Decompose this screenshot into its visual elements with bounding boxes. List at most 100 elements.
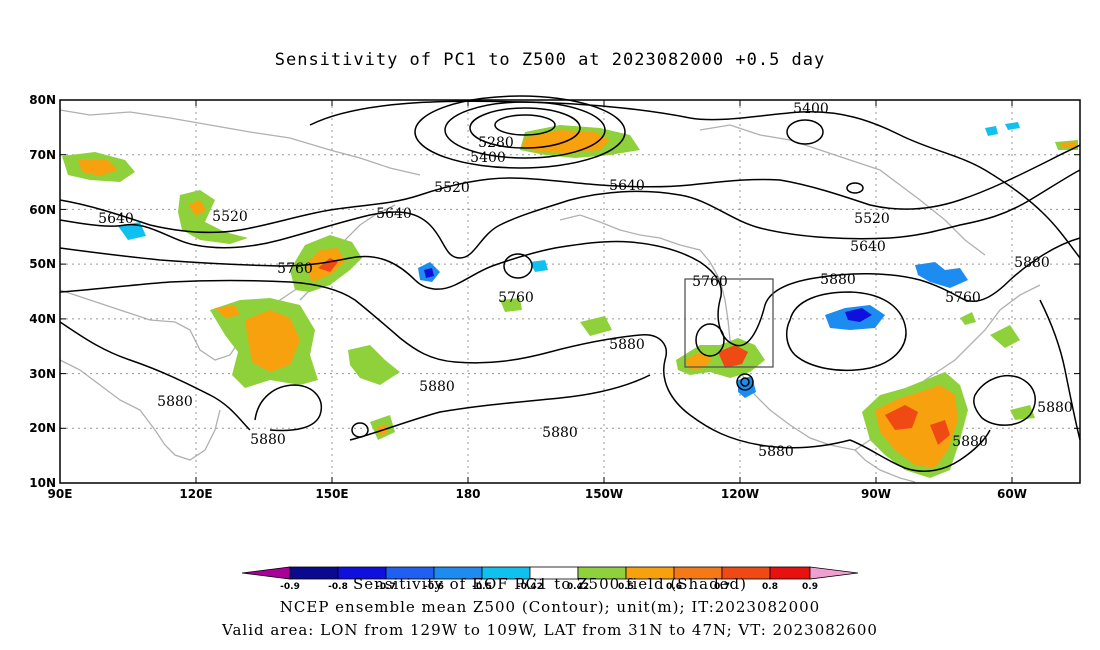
contour-5520 [59, 144, 1081, 234]
contour-label: 5880 [250, 432, 286, 448]
footer-shaded-description: Sensitivity of EOF PC1 to Z500 field (Sh… [352, 575, 748, 593]
lon-label: 120E [179, 487, 212, 501]
contour-label: 5880 [952, 434, 988, 450]
shade-negative-central-pacific [530, 260, 548, 272]
coast-siberia [59, 109, 421, 176]
shade-positive-northeast-core [1060, 142, 1075, 148]
contour-label: 5760 [692, 274, 728, 290]
map-frame [59, 99, 1081, 484]
shade-negative-kuril-core [424, 268, 434, 278]
contour-labels: 5280 5400 5400 5520 5520 5520 5640 5640 … [98, 101, 1073, 460]
contour-label: 5760 [498, 290, 534, 306]
shade-positive-okhotsk-core [188, 200, 206, 216]
shade-positive-china-core [245, 310, 300, 372]
contour-5400-main [309, 100, 1081, 259]
contour-5640 [59, 169, 1081, 259]
shade-positive-pacific-central [580, 316, 612, 336]
colorbar-tick: -0.8 [328, 582, 348, 592]
shade-negative-newfoundland [915, 262, 968, 288]
colorbar-tick: 0.7 [714, 582, 730, 592]
lon-label: 120W [721, 487, 759, 501]
colorbar-tick: 0.42 [567, 582, 589, 592]
contour-label: 5880 [1014, 255, 1050, 271]
contour-label: 5760 [945, 290, 981, 306]
colorbar-tick: -0.9 [280, 582, 300, 592]
latitude-labels: 80N 70N 60N 50N 40N 30N 20N 10N [29, 93, 56, 490]
contour-label: 5760 [277, 261, 313, 277]
chart-title: Sensitivity of PC1 to Z500 at 2023082000… [274, 50, 826, 70]
z500-contours [59, 95, 1081, 472]
shade-positive-pacific-west [348, 345, 400, 385]
contour-small-low-california [695, 323, 725, 357]
shade-negative-arctic-ne [985, 126, 998, 136]
contour-low-center-2 [469, 107, 581, 149]
colorbar-tick: -0.42 [517, 582, 543, 592]
contour-5880-china-south [254, 384, 322, 432]
shade-positive-caribbean-core [875, 385, 958, 468]
lon-label: 90E [48, 487, 73, 501]
contour-5880-south [59, 321, 251, 431]
colorbar-tick: 0.9 [802, 582, 818, 592]
contour-small-low-pacific-south [351, 422, 369, 438]
contour-label: 5880 [1037, 400, 1073, 416]
coast-central-america [854, 449, 916, 483]
grid-lines [60, 100, 1080, 483]
lon-label: 180 [455, 487, 480, 501]
contour-label: 5640 [98, 211, 134, 227]
contour-label: 5520 [212, 209, 248, 225]
colorbar-right-triangle [809, 566, 859, 580]
contour-small-low-mexico [736, 373, 754, 391]
contour-label: 5520 [854, 211, 890, 227]
contour-5880-pacific [349, 374, 651, 441]
contour-label: 5880 [820, 272, 856, 288]
shade-positive-pacific-central-2 [500, 298, 522, 312]
lat-label: 50N [29, 257, 56, 271]
lon-label: 150W [585, 487, 623, 501]
contour-label: 5880 [157, 394, 193, 410]
lat-label: 10N [29, 476, 56, 490]
contour-label: 5520 [434, 180, 470, 196]
contour-low-center-4 [414, 95, 626, 169]
contour-label: 5400 [470, 150, 506, 166]
contour-5880-atlantic-high [785, 291, 907, 372]
contour-label: 5880 [609, 337, 645, 353]
contour-5880-west [59, 279, 851, 449]
longitude-labels: 90E 120E 150E 180 150W 120W 90W 60W [48, 487, 1027, 501]
lon-label: 150E [315, 487, 348, 501]
shade-positive-china-west [215, 305, 240, 318]
colorbar-tick: -0.7 [376, 582, 396, 592]
valid-area-box [684, 278, 774, 368]
coast-alaska [559, 214, 711, 263]
contour-5760 [59, 237, 1081, 347]
shade-positive-california-core [685, 352, 712, 370]
shade-positive-caribbean-hot-2 [930, 420, 950, 445]
axis-ticks [60, 99, 1080, 484]
colorbar-tick: 0.6 [666, 582, 682, 592]
lat-label: 60N [29, 203, 56, 217]
contour-small-low-pacific [503, 253, 533, 279]
contour-low-center-1 [494, 114, 556, 136]
shade-negative-atlantic-high-core [845, 308, 872, 322]
contour-small-low-arctic-inner [846, 182, 864, 194]
shade-negative-arctic-ne-2 [1005, 122, 1020, 130]
contour-label: 5880 [419, 379, 455, 395]
shade-positive-siberia-core [78, 160, 118, 176]
lat-label: 20N [29, 421, 56, 435]
lat-label: 70N [29, 148, 56, 162]
shade-positive-california-hot [718, 345, 748, 368]
contour-label: 5640 [850, 239, 886, 255]
coast-canada-arctic [699, 124, 986, 256]
colorbar-tick: -0.5 [472, 582, 492, 592]
footer-contour-description: NCEP ensemble mean Z500 (Contour); unit(… [279, 598, 821, 616]
lat-label: 40N [29, 312, 56, 326]
colorbar-tick: 0.5 [618, 582, 634, 592]
sensitivity-shading [62, 122, 1078, 478]
footer-valid-area: Valid area: LON from 129W to 109W, LAT f… [222, 621, 878, 639]
shade-positive-caribbean-hot [885, 405, 918, 430]
lat-label: 30N [29, 367, 56, 381]
coast-asia-south [59, 359, 221, 461]
shade-positive-atlantic-3 [960, 312, 976, 325]
lon-label: 90W [861, 487, 891, 501]
contour-label: 5880 [542, 425, 578, 441]
